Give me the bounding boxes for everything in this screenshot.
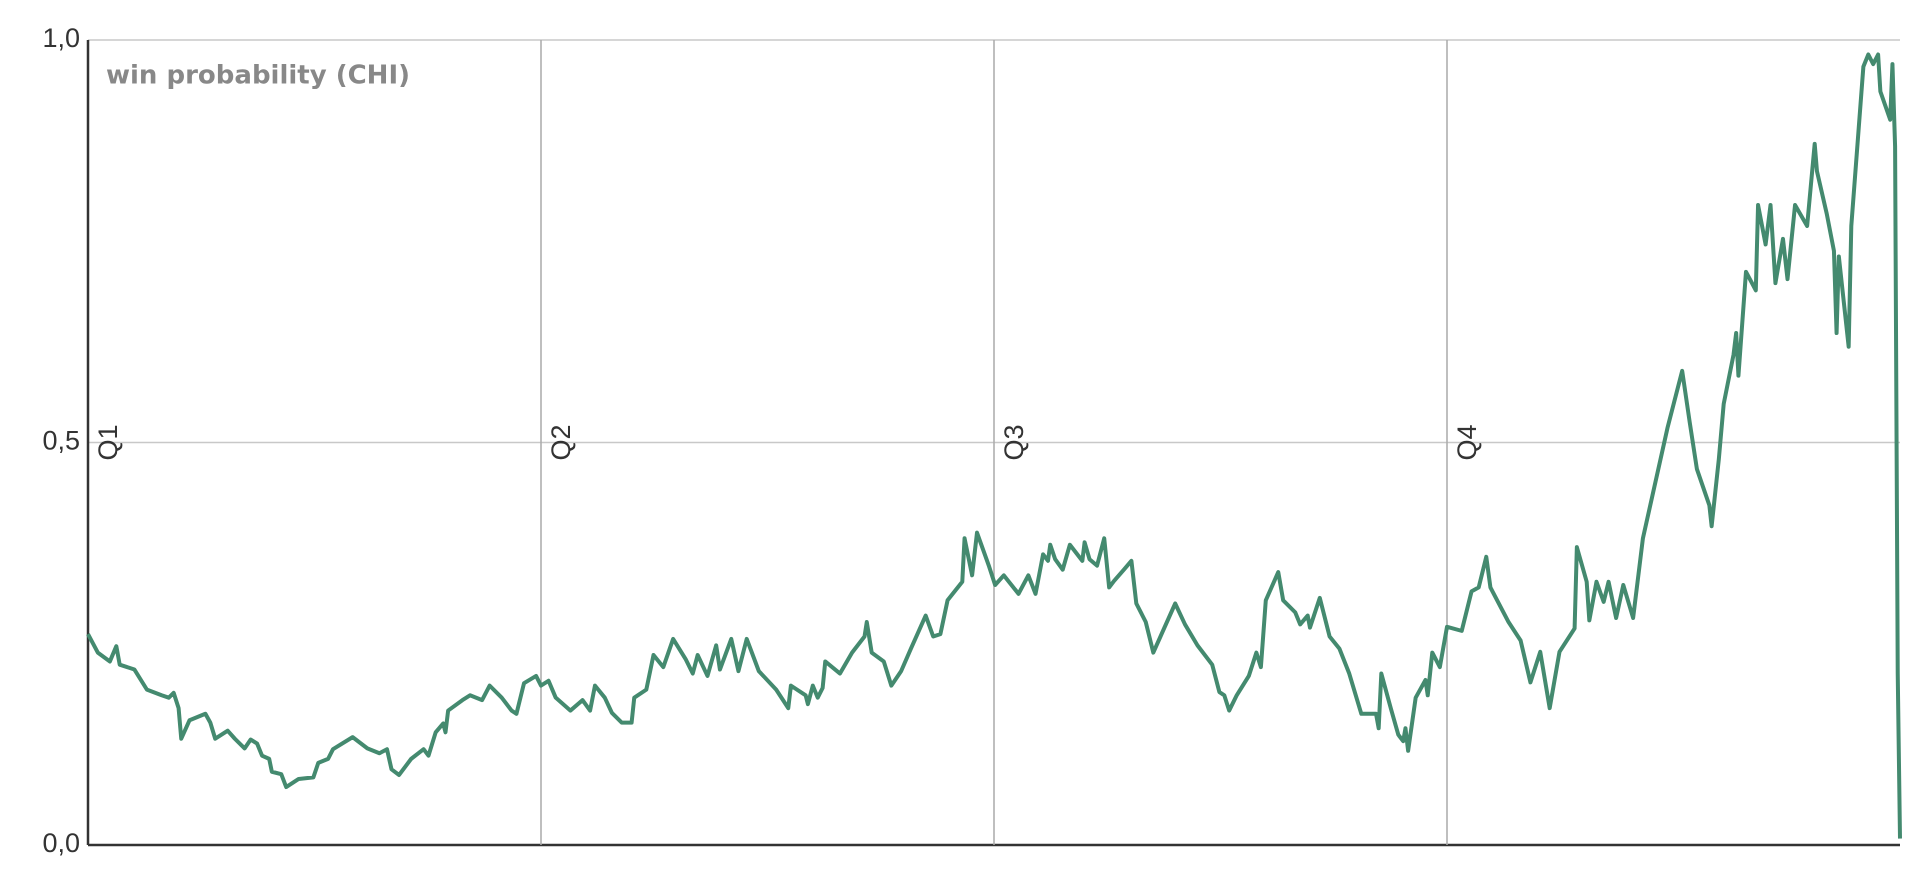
quarter-label: Q2: [546, 424, 576, 460]
y-tick-label: 0,5: [42, 426, 80, 456]
y-tick-label: 1,0: [42, 23, 80, 53]
quarter-label: Q1: [93, 424, 123, 460]
quarter-label: Q3: [999, 424, 1029, 460]
win-probability-line: [86, 52, 1902, 839]
chart-title: win probability (CHI): [106, 61, 410, 91]
quarter-label: Q4: [1452, 424, 1482, 460]
y-tick-label: 0,0: [42, 828, 80, 858]
